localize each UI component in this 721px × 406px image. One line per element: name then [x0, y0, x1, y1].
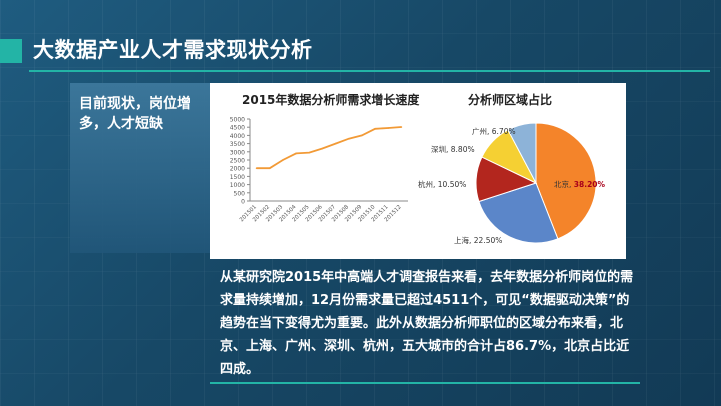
y-tick-label: 4000	[230, 133, 245, 140]
charts-panel: 2015年数据分析师需求增长速度 0 500 1000 1500 2000 2500 300…	[210, 83, 626, 259]
pie-label: 广州, 6.70%	[472, 126, 516, 136]
data-point	[295, 152, 297, 155]
data-point	[334, 142, 337, 145]
data-point	[268, 167, 271, 169]
pie-label: 深圳, 8.80%	[431, 144, 475, 154]
data-point	[308, 151, 311, 154]
pie-chart: 北京, 38.20% 上海, 22.50% 杭州, 10.50% 深圳, 8.80% 广…	[418, 122, 606, 245]
status-card-text: 目前现状，岗位增多，人才短缺	[79, 96, 191, 132]
y-tick-label: 1500	[230, 174, 245, 181]
line-chart-title: 2015年数据分析师需求增长速度	[242, 93, 420, 107]
pie-label: 上海, 22.50%	[454, 235, 502, 245]
data-point	[347, 137, 350, 140]
title-underline	[29, 70, 710, 72]
summary-paragraph: 从某研究院2015年中高端人才调查报告来看，去年数据分析师岗位的需求量持续增加，…	[220, 270, 634, 377]
y-tick-label: 4500	[230, 125, 245, 132]
y-tick-label: 1000	[230, 182, 245, 189]
data-point	[400, 126, 403, 128]
pie-slice-北京	[535, 122, 597, 240]
title-accent-bar	[0, 39, 22, 63]
data-point	[282, 159, 284, 161]
pie-slice-广州	[507, 122, 537, 184]
status-card	[70, 83, 210, 253]
y-tick-label: 3000	[230, 149, 245, 156]
data-point	[374, 128, 376, 130]
pie-label: 杭州, 10.50%	[418, 179, 466, 189]
y-tick-label: 2500	[230, 158, 245, 165]
bottom-divider	[210, 382, 640, 384]
y-tick-label: 0	[241, 199, 245, 206]
data-point	[255, 167, 258, 169]
y-tick-label: 3500	[230, 141, 245, 148]
data-point	[321, 147, 324, 150]
data-point	[361, 134, 363, 137]
slide-title: 大数据产业人才需求现状分析	[33, 38, 313, 62]
pie-label: 北京, 38.20%	[554, 179, 606, 189]
series-line	[256, 126, 402, 170]
pie-slice-上海	[478, 182, 559, 244]
y-tick-label: 2000	[230, 166, 245, 173]
pie-chart-title: 分析师区域占比	[468, 93, 553, 107]
y-tick-label: 5000	[230, 117, 245, 124]
y-tick-label: 500	[234, 190, 246, 197]
data-point	[387, 127, 390, 129]
